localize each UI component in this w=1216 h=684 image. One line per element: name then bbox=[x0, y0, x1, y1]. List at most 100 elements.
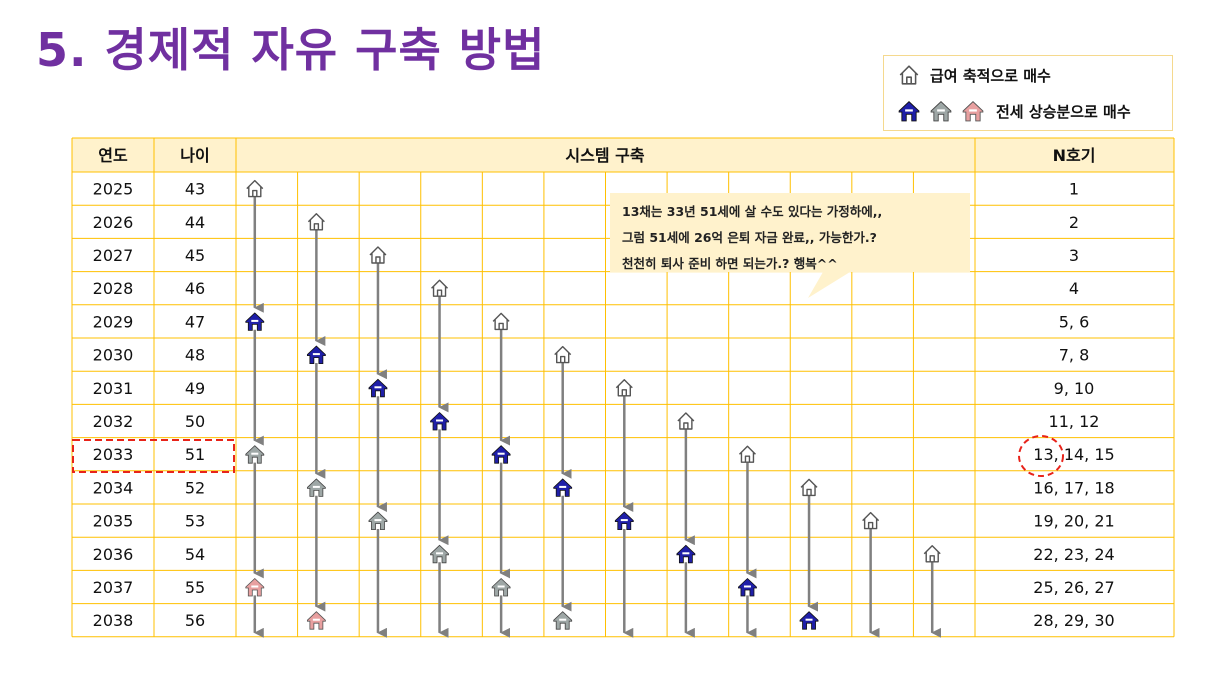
nth-cell: 19, 20, 21 bbox=[1033, 512, 1114, 531]
house-outline-icon bbox=[899, 65, 919, 85]
nth-cell: 28, 29, 30 bbox=[1033, 611, 1114, 630]
highlight-2033-box bbox=[72, 439, 235, 473]
house-blue-icon bbox=[676, 544, 696, 564]
page-title: 5. 경제적 자유 구축 방법 bbox=[36, 23, 546, 77]
house-outline-icon bbox=[430, 279, 449, 297]
nth-cell: 4 bbox=[1069, 279, 1079, 298]
house-outline-icon bbox=[615, 379, 633, 397]
table-row: 2028 46 4 bbox=[93, 279, 1079, 298]
year-cell: 2035 bbox=[93, 512, 134, 531]
nth-cell: 25, 26, 27 bbox=[1033, 578, 1114, 597]
age-cell: 49 bbox=[185, 379, 205, 398]
table-row: 2027 45 3 bbox=[93, 246, 1079, 265]
house-gray-icon bbox=[491, 578, 511, 597]
legend-jeonse-label: 전세 상승분으로 매수 bbox=[996, 102, 1131, 121]
header-system: 시스템 구축 bbox=[565, 146, 644, 165]
legend-salary-label: 급여 축적으로 매수 bbox=[930, 66, 1051, 85]
house-pink-icon bbox=[245, 578, 265, 597]
house-outline-icon bbox=[554, 345, 572, 364]
header-row-bg bbox=[72, 138, 1174, 172]
year-cell: 2034 bbox=[93, 478, 134, 497]
nth-cell: 16, 17, 18 bbox=[1033, 478, 1114, 497]
house-gray-icon bbox=[245, 445, 265, 464]
house-outline-icon bbox=[677, 412, 695, 430]
nth-cell: 22, 23, 24 bbox=[1033, 545, 1114, 564]
house-outline-icon bbox=[246, 179, 264, 198]
age-cell: 52 bbox=[185, 478, 205, 497]
year-cell: 2038 bbox=[93, 611, 134, 630]
legend-salary: 급여 축적으로 매수 bbox=[898, 64, 1051, 86]
nth-cell: 5, 6 bbox=[1059, 312, 1090, 331]
house-blue-icon bbox=[245, 312, 265, 331]
header-age: 나이 bbox=[180, 146, 209, 165]
table-row: 2034 52 16, 17, 18 bbox=[93, 478, 1115, 497]
house-gray-icon bbox=[430, 544, 450, 564]
nth-cell: 7, 8 bbox=[1059, 346, 1090, 365]
house-blue-icon bbox=[898, 101, 920, 122]
nth-cell: 2 bbox=[1069, 213, 1079, 232]
house-outline-icon bbox=[800, 478, 818, 497]
nth-cell: 1 bbox=[1069, 180, 1079, 199]
year-cell: 2027 bbox=[93, 246, 134, 265]
house-pink-icon bbox=[962, 101, 984, 122]
table-row: 2033 51 13, 14, 15 bbox=[93, 445, 1115, 464]
nth-cell: 9, 10 bbox=[1054, 379, 1095, 398]
legend-jeonse: 전세 상승분으로 매수 bbox=[898, 100, 1131, 122]
house-blue-icon bbox=[553, 478, 573, 497]
house-gray-icon bbox=[553, 611, 573, 630]
house-outline-icon bbox=[861, 511, 880, 530]
header-nth: N호기 bbox=[1053, 146, 1096, 165]
age-cell: 46 bbox=[185, 279, 205, 298]
callout-line-1: 13채는 33년 51세에 살 수도 있다는 가정하에,, bbox=[622, 204, 882, 219]
age-cell: 55 bbox=[185, 578, 205, 597]
year-cell: 2029 bbox=[93, 312, 134, 331]
house-pink-icon bbox=[306, 611, 326, 630]
year-cell: 2036 bbox=[93, 545, 134, 564]
nth-cell: 13, 14, 15 bbox=[1033, 445, 1114, 464]
house-blue-icon bbox=[799, 611, 819, 630]
house-blue-icon bbox=[368, 378, 388, 398]
house-outline-icon bbox=[492, 312, 510, 331]
house-outline-icon bbox=[923, 545, 941, 563]
table-row: 2035 53 19, 20, 21 bbox=[93, 512, 1115, 531]
age-cell: 44 bbox=[185, 213, 205, 232]
year-cell: 2025 bbox=[93, 180, 134, 199]
year-cell: 2026 bbox=[93, 213, 134, 232]
age-cell: 43 bbox=[185, 180, 205, 199]
house-outline-icon bbox=[738, 445, 757, 463]
year-cell: 2033 bbox=[93, 445, 134, 464]
age-cell: 48 bbox=[185, 346, 205, 365]
house-blue-icon bbox=[306, 345, 326, 365]
callout-bubble: 13채는 33년 51세에 살 수도 있다는 가정하에,, 그럼 51세에 26… bbox=[610, 193, 970, 298]
arrow-layer bbox=[253, 197, 942, 638]
table-row: 2030 48 7, 8 bbox=[93, 346, 1090, 365]
age-cell: 51 bbox=[185, 445, 205, 464]
table-row: 2038 56 28, 29, 30 bbox=[93, 611, 1115, 630]
house-blue-icon bbox=[430, 412, 450, 431]
house-blue-icon bbox=[737, 578, 757, 597]
callout-line-2: 그럼 51세에 26억 은퇴 자금 완료,, 가능한가.? bbox=[622, 230, 877, 245]
year-cell: 2032 bbox=[93, 412, 134, 431]
year-cell: 2031 bbox=[93, 379, 134, 398]
nth-cell: 11, 12 bbox=[1049, 412, 1100, 431]
table-row: 2029 47 5, 6 bbox=[93, 312, 1090, 331]
house-blue-icon bbox=[491, 445, 511, 464]
table-row: 2025 43 1 bbox=[93, 180, 1079, 199]
legend-box: 급여 축적으로 매수 전세 상승분으로 매수 bbox=[883, 55, 1173, 131]
age-cell: 54 bbox=[185, 545, 205, 564]
house-outline-icon bbox=[307, 213, 326, 231]
header-year: 연도 bbox=[98, 146, 128, 165]
age-cell: 50 bbox=[185, 412, 205, 431]
nth-cell: 3 bbox=[1069, 246, 1079, 265]
house-gray-icon bbox=[930, 101, 952, 122]
highlight-13-circle bbox=[1018, 435, 1064, 477]
year-cell: 2037 bbox=[93, 578, 134, 597]
callout-line-3: 천천히 퇴사 준비 하면 되는가.? 행복^^ bbox=[622, 256, 838, 271]
house-outline-icon bbox=[369, 246, 387, 264]
year-cell: 2030 bbox=[93, 346, 134, 365]
table-row: 2032 50 11, 12 bbox=[93, 412, 1100, 431]
house-gray-icon bbox=[368, 511, 388, 531]
house-gray-icon bbox=[306, 478, 326, 497]
age-cell: 47 bbox=[185, 312, 205, 331]
